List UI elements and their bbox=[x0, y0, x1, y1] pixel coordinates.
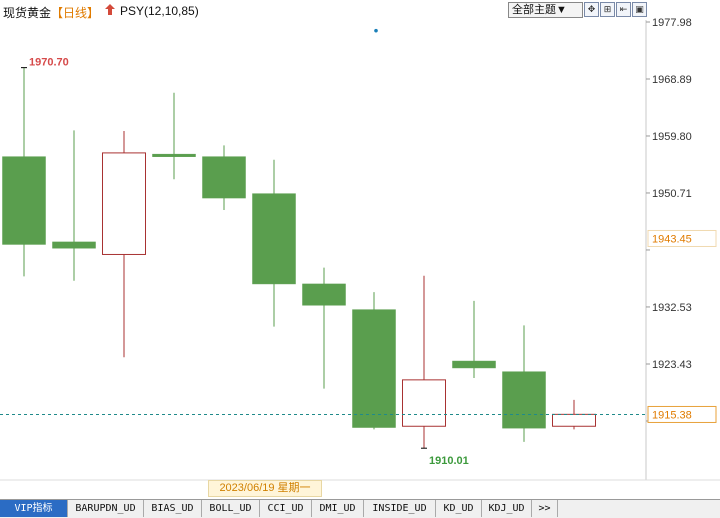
candle-body bbox=[502, 371, 546, 429]
y-tick-label: 1977.98 bbox=[652, 17, 692, 29]
extreme-value-label: 1970.70 bbox=[29, 57, 69, 69]
tab-inside[interactable]: INSIDE_UD bbox=[364, 500, 436, 517]
candle-body bbox=[52, 241, 96, 249]
candle-body bbox=[152, 153, 196, 157]
grid-tool-icon[interactable]: ⊞ bbox=[600, 2, 615, 17]
marker-dot bbox=[374, 28, 378, 33]
tab-boll[interactable]: BOLL_UD bbox=[202, 500, 260, 517]
crosshair-date-label: 2023/06/19 星期一 bbox=[208, 480, 322, 497]
tab-more[interactable]: >> bbox=[532, 500, 558, 517]
candle-body bbox=[302, 283, 346, 306]
candle-body bbox=[102, 152, 146, 255]
axis-highlight-box bbox=[647, 405, 717, 423]
y-tick-label: 1950.71 bbox=[652, 188, 692, 200]
chart-header: 现货黄金 【日线】 PSY(12,10,85) bbox=[0, 0, 640, 20]
tab-barupdn[interactable]: BARUPDN_UD bbox=[68, 500, 144, 517]
indicator-name[interactable]: PSY(12,10,85) bbox=[120, 4, 199, 18]
axis-highlight-box bbox=[647, 229, 717, 247]
y-tick-label: 1968.89 bbox=[652, 74, 692, 86]
extreme-value-label: 1910.01 bbox=[429, 455, 469, 467]
window-tool-icon[interactable]: ▣ bbox=[632, 2, 647, 17]
candle-body bbox=[552, 413, 596, 427]
tab-kdj[interactable]: KDJ_UD bbox=[482, 500, 532, 517]
tab-bias[interactable]: BIAS_UD bbox=[144, 500, 202, 517]
candle-body bbox=[252, 193, 296, 285]
period-label[interactable]: 【日线】 bbox=[51, 6, 100, 20]
left-align-tool-icon[interactable]: ⇤ bbox=[616, 2, 631, 17]
instrument-title: 现货黄金 bbox=[3, 6, 52, 20]
candle-body bbox=[352, 309, 396, 428]
candle-body bbox=[402, 379, 446, 427]
axis-highlight-label: 1943.45 bbox=[652, 233, 692, 245]
plot-area[interactable]: 1977.98 1968.89 1959.80 1950.71 1932.53 1923.… bbox=[0, 0, 720, 499]
y-tick-label: 1923.43 bbox=[652, 359, 692, 371]
candle-body bbox=[452, 360, 496, 369]
candle-body bbox=[202, 156, 246, 199]
tab-cci[interactable]: CCI_UD bbox=[260, 500, 312, 517]
y-tick-label: 1932.53 bbox=[652, 302, 692, 314]
tab-vip[interactable]: VIP指标 bbox=[0, 500, 68, 517]
move-tool-icon[interactable]: ✥ bbox=[584, 2, 599, 17]
theme-dropdown[interactable]: 全部主题▼ bbox=[508, 2, 583, 18]
candle-body bbox=[2, 156, 46, 245]
axis-highlight-label: 1915.38 bbox=[652, 409, 692, 421]
y-tick-label: 1959.80 bbox=[652, 131, 692, 143]
indicator-arrow-icon[interactable] bbox=[104, 3, 116, 17]
tab-dmi[interactable]: DMI_UD bbox=[312, 500, 364, 517]
indicator-tab-bar: VIP指标 BARUPDN_UD BIAS_UD BOLL_UD CCI_UD … bbox=[0, 499, 720, 518]
tab-kd[interactable]: KD_UD bbox=[436, 500, 482, 517]
